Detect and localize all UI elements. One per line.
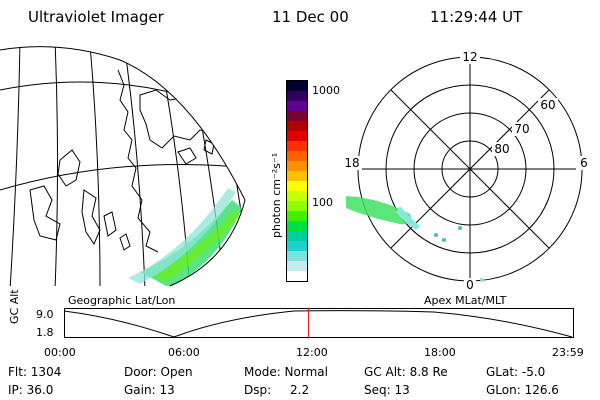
left-panel-caption: Geographic Lat/Lon	[68, 294, 176, 307]
lat-label-80: 80	[494, 142, 509, 156]
mlt-bg-left	[342, 156, 362, 170]
lat-bg-80	[492, 142, 512, 156]
polar-plot: 12 18 6 0 60 70 80	[342, 50, 592, 292]
orbit-xtick-3: 18:00	[424, 346, 456, 359]
lat-label-60: 60	[540, 98, 555, 112]
gain-value: Gain: 13	[124, 383, 175, 397]
orbit-xtick-1: 06:00	[168, 346, 200, 359]
colorbar-segment	[287, 211, 307, 221]
colorbar-segment	[287, 221, 307, 231]
sequence-number: Seq: 13	[364, 383, 410, 397]
orbit-ytick-low: 1.8	[36, 326, 54, 339]
colorbar-segment	[287, 171, 307, 181]
dsp-label: Dsp:	[244, 383, 272, 397]
colorbar-segment	[287, 121, 307, 131]
colorbar	[286, 80, 308, 282]
colorbar-segment	[287, 111, 307, 121]
colorbar-segment	[287, 151, 307, 161]
gc-altitude: GC Alt: 8.8 Re	[364, 365, 448, 379]
mlt-bg-bottom	[464, 278, 476, 292]
lat-bg-60	[538, 98, 558, 112]
polar-aurora	[346, 196, 484, 282]
mlt-label-top: 12	[462, 50, 477, 64]
colorbar-segment	[287, 271, 307, 281]
coastlines	[29, 69, 221, 253]
polar-grid	[357, 56, 583, 282]
right-panel-caption: Apex MLat/MLT	[424, 294, 507, 307]
mlt-bg-top	[460, 50, 480, 64]
mlt-bg-right	[576, 156, 592, 170]
lat-label-70: 70	[514, 122, 529, 136]
colorbar-segment	[287, 161, 307, 171]
flight-number: Flt: 1304	[8, 365, 62, 379]
colorbar-segment	[287, 91, 307, 101]
colorbar-segment	[287, 261, 307, 271]
mode-value: Mode: Normal	[244, 365, 328, 379]
door-status: Door: Open	[124, 365, 193, 379]
orbit-xtick-2: 12:00	[296, 346, 328, 359]
ip-value: IP: 36.0	[8, 383, 54, 397]
colorbar-segment	[287, 201, 307, 211]
colorbar-segment	[287, 81, 307, 91]
colorbar-segment	[287, 191, 307, 201]
time-label: 11:29:44 UT	[430, 8, 523, 26]
orbit-ytick-high: 9.0	[36, 308, 54, 321]
colorbar-tick-100: 100	[312, 196, 333, 209]
mlt-label-bottom: 0	[466, 278, 474, 292]
geographic-latitude: GLat: -5.0	[486, 365, 546, 379]
orbit-ylabel: GC Alt	[8, 289, 21, 324]
parallel-lines	[0, 81, 245, 191]
mlt-label-left: 18	[344, 156, 359, 170]
geographic-longitude: GLon: 126.6	[486, 383, 559, 397]
colorbar-segment	[287, 251, 307, 261]
colorbar-segment	[287, 241, 307, 251]
colorbar-label: photon cm⁻²s⁻¹	[270, 152, 283, 238]
date-label: 11 Dec 00	[272, 8, 349, 26]
colorbar-segment	[287, 181, 307, 191]
instrument-title: Ultraviolet Imager	[28, 8, 164, 26]
orbit-frame	[64, 308, 574, 338]
globe-limb	[0, 46, 246, 287]
mlt-label-right: 6	[580, 156, 588, 170]
colorbar-segment	[287, 101, 307, 111]
colorbar-segment	[287, 231, 307, 241]
colorbar-tick-1000: 1000	[312, 84, 340, 97]
geographic-map	[0, 46, 246, 287]
orbit-altitude-plot	[64, 308, 574, 338]
orbit-xtick-4: 23:59	[552, 346, 584, 359]
lat-bg-70	[512, 122, 532, 136]
colorbar-segment	[287, 131, 307, 141]
orbit-altitude-curve	[64, 310, 573, 338]
orbit-xtick-0: 00:00	[44, 346, 76, 359]
dsp-value: 2.2	[290, 383, 310, 397]
aurora-emission	[128, 188, 242, 286]
colorbar-segment	[287, 141, 307, 151]
